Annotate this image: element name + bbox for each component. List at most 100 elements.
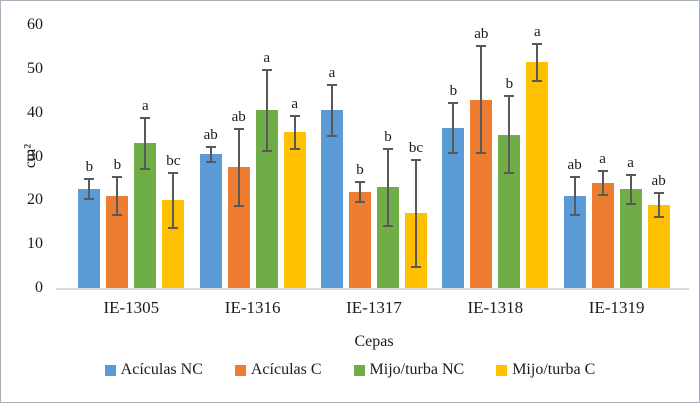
error-bar-line bbox=[601, 169, 604, 196]
bar-slot: b bbox=[376, 25, 399, 288]
error-bar-line bbox=[209, 145, 212, 164]
x-tick-label: IE-1319 bbox=[588, 298, 645, 317]
error-bar-cap bbox=[448, 152, 459, 155]
bar-slot: ab bbox=[563, 25, 586, 288]
error-bar bbox=[569, 176, 580, 216]
error-bar bbox=[354, 180, 365, 203]
x-tick-label: IE-1318 bbox=[467, 298, 524, 317]
x-axis-title: Cepas bbox=[354, 333, 394, 350]
error-bar-line bbox=[536, 42, 539, 82]
bar-group-ie-1316: ab ab a a bbox=[199, 25, 306, 288]
error-bar-line bbox=[88, 178, 91, 201]
significance-letter: a bbox=[627, 155, 634, 172]
significance-letter: b bbox=[449, 82, 458, 99]
bar-slot: a bbox=[619, 25, 642, 288]
error-bar bbox=[112, 176, 123, 216]
error-bar-line bbox=[265, 68, 268, 153]
x-tick-label: IE-1305 bbox=[103, 298, 160, 317]
error-bar-cap bbox=[205, 161, 216, 164]
y-tick-label: 20 bbox=[27, 191, 43, 209]
error-bar-cap bbox=[168, 226, 179, 229]
significance-letter: b bbox=[113, 157, 122, 174]
y-tick-label: 40 bbox=[27, 103, 43, 121]
error-bar bbox=[532, 42, 543, 82]
bar-slot: bc bbox=[404, 25, 427, 288]
legend-item: Mijo/turba C bbox=[496, 361, 595, 379]
bar bbox=[227, 167, 250, 288]
error-bar-cap bbox=[205, 145, 216, 148]
legend-item: Acículas NC bbox=[104, 361, 203, 379]
error-bar-cap bbox=[504, 95, 515, 98]
error-bar-cap bbox=[625, 202, 636, 205]
significance-letter: b bbox=[505, 76, 514, 93]
significance-letter: ab bbox=[231, 109, 246, 126]
error-bar-cap bbox=[504, 172, 515, 175]
error-bar-cap bbox=[532, 79, 543, 82]
x-tick-label: IE-1317 bbox=[346, 298, 402, 317]
error-bar-cap bbox=[261, 150, 272, 153]
error-bar-line bbox=[573, 176, 576, 216]
error-bar-line bbox=[414, 158, 417, 269]
bar-slot: a bbox=[255, 25, 278, 288]
error-bar-cap bbox=[112, 176, 123, 179]
bar bbox=[526, 62, 549, 288]
bar-slot: a bbox=[320, 25, 343, 288]
significance-letter: ab bbox=[474, 25, 489, 42]
error-bar-line bbox=[452, 101, 455, 155]
error-bar bbox=[140, 117, 151, 170]
bar-slot: ab bbox=[647, 25, 670, 288]
error-bar-cap bbox=[289, 147, 300, 150]
error-bar-cap bbox=[410, 266, 421, 269]
legend-item: Acículas C bbox=[234, 361, 322, 379]
bar-slot: a bbox=[526, 23, 549, 288]
error-bar bbox=[326, 84, 337, 137]
legend-label: Mijo/turba C bbox=[512, 361, 596, 378]
error-bar-line bbox=[508, 95, 511, 175]
bar-slot: a bbox=[134, 25, 157, 288]
error-bar-cap bbox=[597, 169, 608, 172]
significance-letter: ab bbox=[651, 172, 666, 189]
significance-letter: bc bbox=[408, 139, 424, 156]
error-bar-cap bbox=[382, 224, 393, 227]
error-bar-cap bbox=[653, 215, 664, 218]
legend-label: Acículas NC bbox=[120, 361, 203, 378]
significance-letter: a bbox=[533, 23, 541, 40]
bar bbox=[498, 134, 521, 288]
y-tick-label: 60 bbox=[27, 16, 43, 33]
error-bar-line bbox=[237, 128, 240, 207]
legend-swatch-icon bbox=[496, 364, 508, 376]
error-bar-cap bbox=[354, 180, 365, 183]
bar-slot: b bbox=[106, 25, 129, 288]
error-bar bbox=[410, 158, 421, 269]
bar-slot: b bbox=[78, 25, 101, 288]
error-bar-cap bbox=[569, 213, 580, 216]
significance-letter: b bbox=[356, 161, 364, 178]
error-bar bbox=[448, 101, 459, 155]
error-bar-cap bbox=[233, 128, 244, 131]
error-bar-cap bbox=[261, 68, 272, 71]
bar bbox=[619, 189, 642, 288]
error-bar-line bbox=[480, 44, 483, 155]
bar bbox=[591, 182, 614, 288]
error-bar-cap bbox=[625, 174, 636, 177]
plot-area: b b a bc ab ab a a a b b bc b ab b a ab a a ab bbox=[63, 23, 685, 288]
error-bar-cap bbox=[597, 193, 608, 196]
error-bar-line bbox=[293, 114, 296, 150]
error-bar-line bbox=[144, 117, 147, 170]
y-tick-label: 0 bbox=[35, 279, 43, 296]
error-bar-cap bbox=[476, 44, 487, 47]
x-axis-line bbox=[56, 288, 689, 290]
bar bbox=[376, 187, 399, 288]
error-bar-cap bbox=[84, 178, 95, 181]
significance-letter: a bbox=[328, 65, 336, 82]
error-bar-cap bbox=[140, 167, 151, 170]
legend-item: Mijo/turba NC bbox=[353, 361, 464, 379]
error-bar-line bbox=[629, 174, 632, 205]
significance-letter: ab bbox=[203, 126, 218, 143]
bar bbox=[647, 204, 670, 288]
bar bbox=[283, 132, 306, 288]
bar-slot: b bbox=[498, 25, 521, 288]
error-bar bbox=[233, 128, 244, 207]
error-bar-cap bbox=[354, 200, 365, 203]
bar-slot: b bbox=[442, 25, 465, 288]
